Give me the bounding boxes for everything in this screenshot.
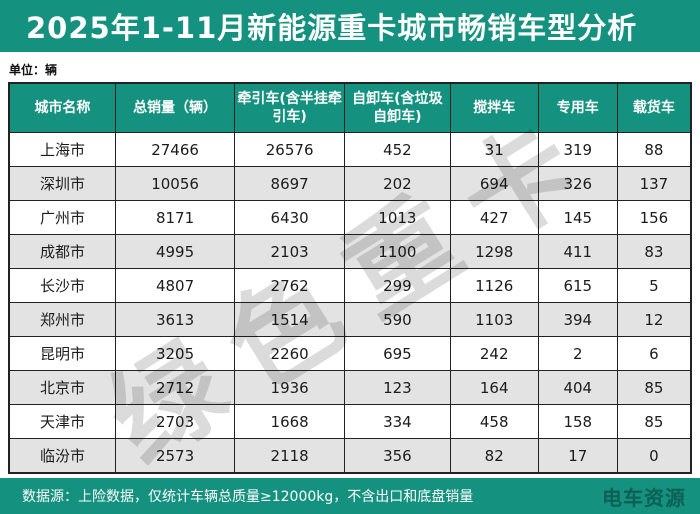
column-header: 搅拌车 <box>449 82 539 133</box>
table-row: 北京市 2712 1936 123 164 404 85 <box>8 370 692 405</box>
value-cell: 394 <box>537 302 618 337</box>
city-name-cell: 郑州市 <box>8 302 116 337</box>
column-header: 自卸车(含垃圾自卸车) <box>344 82 451 133</box>
value-cell: 1100 <box>344 234 451 269</box>
city-sales-table: 城市名称 总销量（辆） 牵引车(含半挂牵引车) 自卸车(含垃圾自卸车) 搅拌车 专用车 载货… <box>8 82 692 474</box>
unit-label: 单位：辆 <box>9 63 58 77</box>
data-source-note: 数据源：上险数据，仅统计车辆总质量≥12000kg，不含出口和底盘销量 <box>22 489 474 505</box>
table-row: 临汾市 2573 2118 356 82 17 0 <box>8 438 692 474</box>
value-cell: 695 <box>344 336 451 371</box>
city-name-cell: 临汾市 <box>8 438 116 474</box>
column-header: 载货车 <box>616 82 692 133</box>
value-cell: 3613 <box>114 302 236 337</box>
city-name-cell: 深圳市 <box>8 166 116 201</box>
city-name-cell: 广州市 <box>8 200 116 235</box>
value-cell: 326 <box>537 166 618 201</box>
value-cell: 2 <box>537 336 618 371</box>
value-cell: 145 <box>537 200 618 235</box>
value-cell: 356 <box>344 438 451 474</box>
value-cell: 1668 <box>234 404 346 439</box>
table-row: 成都市 4995 2103 1100 1298 411 83 <box>8 234 692 269</box>
value-cell: 2118 <box>234 438 346 474</box>
city-name-cell: 昆明市 <box>8 336 116 371</box>
value-cell: 4995 <box>114 234 236 269</box>
value-cell: 6430 <box>234 200 346 235</box>
value-cell: 590 <box>344 302 451 337</box>
value-cell: 427 <box>449 200 539 235</box>
value-cell: 164 <box>449 370 539 405</box>
value-cell: 2712 <box>114 370 236 405</box>
value-cell: 3205 <box>114 336 236 371</box>
value-cell: 1514 <box>234 302 346 337</box>
value-cell: 5 <box>616 268 692 303</box>
value-cell: 299 <box>344 268 451 303</box>
table-row: 天津市 2703 1668 334 458 158 85 <box>8 404 692 439</box>
table-row: 郑州市 3613 1514 590 1103 394 12 <box>8 302 692 337</box>
value-cell: 83 <box>616 234 692 269</box>
column-header: 牵引车(含半挂牵引车) <box>234 82 346 133</box>
value-cell: 2762 <box>234 268 346 303</box>
brand-logo: 电车资源 <box>602 485 686 510</box>
value-cell: 88 <box>616 132 692 167</box>
column-header: 城市名称 <box>8 82 116 133</box>
value-cell: 411 <box>537 234 618 269</box>
city-name-cell: 天津市 <box>8 404 116 439</box>
column-header: 总销量（辆） <box>114 82 236 133</box>
value-cell: 1936 <box>234 370 346 405</box>
value-cell: 334 <box>344 404 451 439</box>
city-name-cell: 长沙市 <box>8 268 116 303</box>
title-banner: 2025年1-11月新能源重卡城市畅销车型分析 <box>0 0 700 52</box>
value-cell: 0 <box>616 438 692 474</box>
city-name-cell: 成都市 <box>8 234 116 269</box>
value-cell: 10056 <box>114 166 236 201</box>
value-cell: 2260 <box>234 336 346 371</box>
value-cell: 1103 <box>449 302 539 337</box>
table-row: 昆明市 3205 2260 695 242 2 6 <box>8 336 692 371</box>
value-cell: 82 <box>449 438 539 474</box>
city-name-cell: 上海市 <box>8 132 116 167</box>
value-cell: 137 <box>616 166 692 201</box>
value-cell: 8171 <box>114 200 236 235</box>
value-cell: 615 <box>537 268 618 303</box>
value-cell: 27466 <box>114 132 236 167</box>
value-cell: 404 <box>537 370 618 405</box>
value-cell: 17 <box>537 438 618 474</box>
value-cell: 12 <box>616 302 692 337</box>
value-cell: 202 <box>344 166 451 201</box>
value-cell: 694 <box>449 166 539 201</box>
table-row: 深圳市 10056 8697 202 694 326 137 <box>8 166 692 201</box>
value-cell: 2103 <box>234 234 346 269</box>
value-cell: 1126 <box>449 268 539 303</box>
value-cell: 242 <box>449 336 539 371</box>
table-body: 上海市 27466 26576 452 31 319 88 深圳市 10056 8697 202 69… <box>8 132 692 474</box>
table-header-row: 城市名称 总销量（辆） 牵引车(含半挂牵引车) 自卸车(含垃圾自卸车) 搅拌车 专用车 载货… <box>8 82 692 133</box>
value-cell: 1298 <box>449 234 539 269</box>
table-row: 上海市 27466 26576 452 31 319 88 <box>8 132 692 167</box>
table-row: 长沙市 4807 2762 299 1126 615 5 <box>8 268 692 303</box>
table-row: 广州市 8171 6430 1013 427 145 156 <box>8 200 692 235</box>
value-cell: 85 <box>616 404 692 439</box>
value-cell: 85 <box>616 370 692 405</box>
value-cell: 123 <box>344 370 451 405</box>
value-cell: 452 <box>344 132 451 167</box>
table-container: 城市名称 总销量（辆） 牵引车(含半挂牵引车) 自卸车(含垃圾自卸车) 搅拌车 专用车 载货… <box>8 82 692 487</box>
value-cell: 26576 <box>234 132 346 167</box>
value-cell: 8697 <box>234 166 346 201</box>
value-cell: 2703 <box>114 404 236 439</box>
value-cell: 158 <box>537 404 618 439</box>
value-cell: 31 <box>449 132 539 167</box>
city-name-cell: 北京市 <box>8 370 116 405</box>
value-cell: 319 <box>537 132 618 167</box>
value-cell: 156 <box>616 200 692 235</box>
value-cell: 458 <box>449 404 539 439</box>
value-cell: 2573 <box>114 438 236 474</box>
value-cell: 6 <box>616 336 692 371</box>
column-header: 专用车 <box>537 82 618 133</box>
footer-bar: 数据源：上险数据，仅统计车辆总质量≥12000kg，不含出口和底盘销量 电车资源 <box>0 478 700 514</box>
page-title: 2025年1-11月新能源重卡城市畅销车型分析 <box>26 11 638 45</box>
value-cell: 4807 <box>114 268 236 303</box>
value-cell: 1013 <box>344 200 451 235</box>
